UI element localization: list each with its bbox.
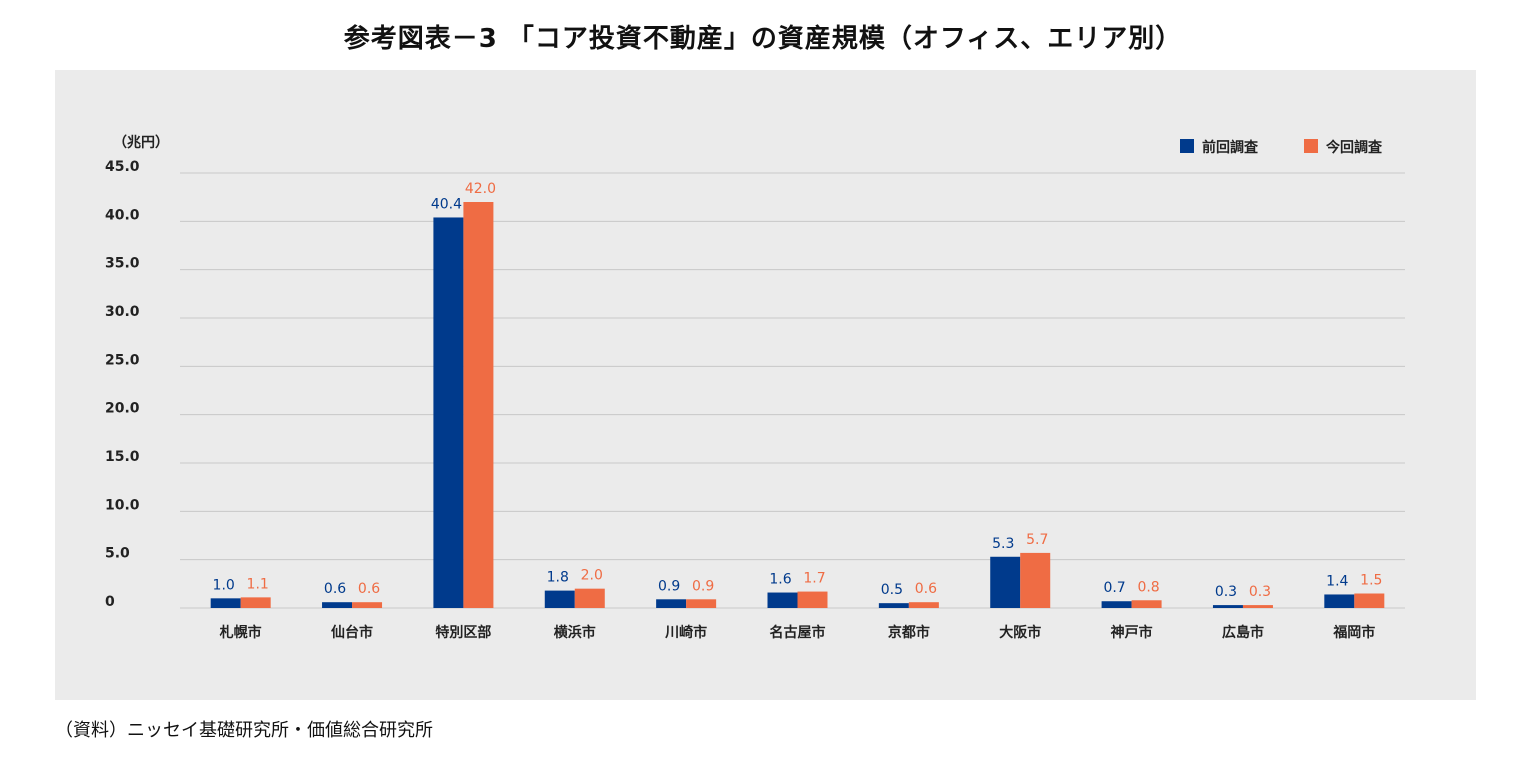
legend-swatch	[1304, 139, 1318, 153]
bar-prev	[433, 217, 464, 608]
y-tick-label: 5.0	[105, 546, 130, 562]
y-tick-label: 25.0	[105, 352, 140, 368]
bar-prev	[1212, 605, 1243, 608]
legend-swatch	[1180, 139, 1194, 153]
bar-prev	[544, 590, 575, 608]
y-tick-label: 0	[105, 594, 115, 610]
bar-curr	[1020, 552, 1051, 608]
bar-curr	[240, 597, 271, 608]
y-tick-label: 45.0	[105, 159, 140, 175]
bar-prev	[210, 598, 241, 608]
x-category-label: 神戸市	[1111, 624, 1153, 641]
bar-curr	[1354, 593, 1385, 608]
bar-prev	[767, 592, 798, 608]
data-label: 0.6	[358, 581, 380, 597]
bar-curr	[908, 602, 939, 608]
x-category-label: 横浜市	[554, 624, 596, 641]
x-axis-categories: 札幌市 仙台市 特別区部 横浜市 川崎市 名古屋市 京都市 大阪市 神戸市 広島市 福岡市	[219, 624, 1376, 641]
bar-prev	[322, 602, 353, 608]
data-label: 0.6	[324, 581, 346, 597]
x-category-label: 特別区部	[435, 624, 491, 641]
y-axis-ticks: 0 5.0 10.0 15.0 20.0 25.0 30.0 35.0 40.0 45.0	[105, 159, 140, 610]
bar-curr	[1131, 600, 1162, 608]
data-label: 1.5	[1360, 573, 1382, 589]
data-label: 0.9	[658, 578, 680, 594]
data-label: 5.7	[1026, 532, 1048, 548]
bar-prev	[656, 599, 687, 608]
y-tick-label: 35.0	[105, 256, 140, 272]
data-label: 1.7	[803, 571, 825, 587]
chart-title: 参考図表－3 「コア投資不動産」の資産規模（オフィス、エリア別）	[343, 24, 1183, 54]
data-label: 0.5	[881, 582, 903, 598]
legend-label: 前回調査	[1202, 139, 1259, 156]
x-category-label: 札幌市	[219, 624, 262, 641]
x-category-label: 仙台市	[331, 624, 373, 641]
bar-curr	[574, 588, 605, 608]
bar-prev	[878, 603, 909, 608]
data-labels-layer: 1.0 1.1 0.6 0.6 40.442.0 1.8 2.0 0.9 0.9 1.6 1.7 0.…	[213, 181, 1383, 600]
bar-curr	[686, 599, 717, 608]
data-label: 1.4	[1326, 573, 1348, 589]
bar-chart: 0 5.0 10.0 15.0 20.0 25.0 30.0 35.0 40.0 45.0 （兆円…	[105, 135, 1405, 641]
y-axis-label: （兆円）	[113, 135, 169, 151]
legend-label: 今回調査	[1325, 139, 1383, 156]
y-tick-label: 20.0	[105, 401, 140, 417]
data-label: 1.0	[213, 577, 235, 593]
data-label: 42.0	[465, 181, 496, 197]
bar-prev	[1324, 594, 1355, 608]
source-note: （資料）ニッセイ基礎研究所・価値総合研究所	[55, 720, 433, 741]
y-tick-label: 40.0	[105, 207, 140, 223]
x-category-label: 京都市	[888, 624, 930, 641]
data-label: 2.0	[581, 568, 603, 584]
data-label: 0.8	[1137, 579, 1159, 595]
bar-prev	[990, 556, 1021, 608]
data-label: 1.8	[547, 570, 569, 586]
bar-curr	[1242, 605, 1273, 608]
bar-curr	[463, 202, 494, 608]
grid-layer	[180, 172, 1405, 609]
bar-curr	[352, 602, 383, 608]
legend: 前回調査 今回調査	[1180, 139, 1383, 156]
x-category-label: 大阪市	[999, 624, 1041, 641]
data-label: 0.9	[692, 578, 714, 594]
data-label: 5.3	[992, 536, 1014, 552]
chart-panel: 0 5.0 10.0 15.0 20.0 25.0 30.0 35.0 40.0 45.0 （兆円…	[55, 70, 1476, 700]
data-label: 0.3	[1249, 584, 1271, 600]
x-category-label: 名古屋市	[770, 624, 826, 641]
data-label: 1.6	[769, 572, 791, 588]
y-tick-label: 10.0	[105, 497, 140, 513]
bar-curr	[797, 591, 828, 608]
data-label: 0.3	[1215, 584, 1237, 600]
bars-layer	[210, 202, 1385, 608]
y-tick-label: 30.0	[105, 304, 140, 320]
x-category-label: 福岡市	[1332, 624, 1375, 641]
x-category-label: 広島市	[1222, 624, 1264, 641]
bar-prev	[1101, 601, 1132, 608]
data-label: 0.7	[1103, 580, 1125, 596]
y-tick-label: 15.0	[105, 449, 140, 465]
data-label: 40.4	[431, 196, 462, 212]
data-label: 0.6	[915, 581, 937, 597]
x-category-label: 川崎市	[664, 624, 707, 641]
data-label: 1.1	[247, 576, 269, 592]
